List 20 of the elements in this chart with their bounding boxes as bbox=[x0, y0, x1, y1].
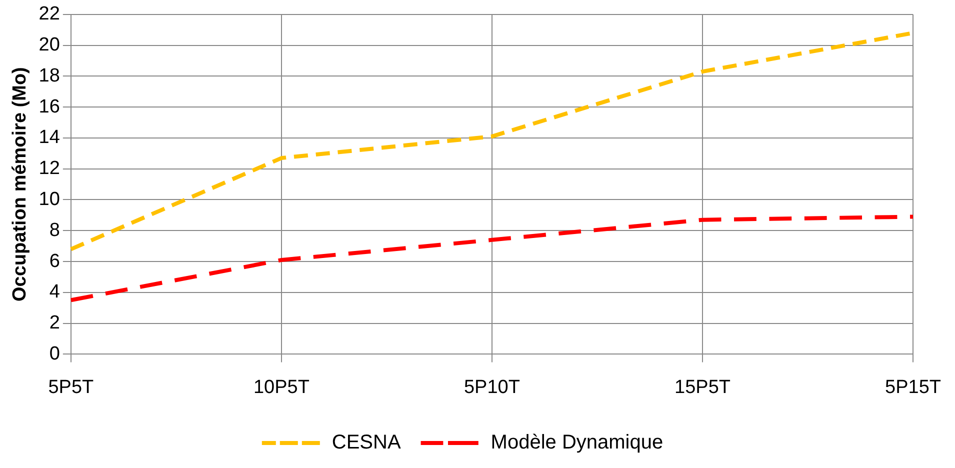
x-tick-label: 15P5T bbox=[674, 376, 731, 398]
y-tick-label: 6 bbox=[49, 250, 60, 272]
y-tick-label: 16 bbox=[38, 96, 60, 118]
y-tick-label: 8 bbox=[49, 220, 60, 241]
y-tick-label: 20 bbox=[38, 34, 60, 56]
x-tick-label: 5P10T bbox=[464, 376, 520, 398]
y-tick-label: 0 bbox=[49, 343, 60, 364]
legend-label: CESNA bbox=[332, 432, 402, 454]
x-tick-label: 5P15T bbox=[885, 376, 942, 398]
legend-label: Modèle Dynamique bbox=[490, 432, 664, 454]
y-tick-label: 18 bbox=[38, 65, 60, 86]
y-tick-label: 10 bbox=[38, 188, 60, 210]
x-tick-label: 5P5T bbox=[48, 376, 94, 398]
y-tick-label: 4 bbox=[49, 282, 60, 303]
y-axis-title: Occupation mémoire (Mo) bbox=[10, 67, 31, 302]
x-tick-label: 10P5T bbox=[253, 376, 310, 398]
y-tick-label: 22 bbox=[38, 4, 60, 25]
y-tick-label: 14 bbox=[38, 127, 60, 148]
y-tick-label: 12 bbox=[38, 158, 60, 180]
y-tick-label: 2 bbox=[49, 312, 60, 334]
